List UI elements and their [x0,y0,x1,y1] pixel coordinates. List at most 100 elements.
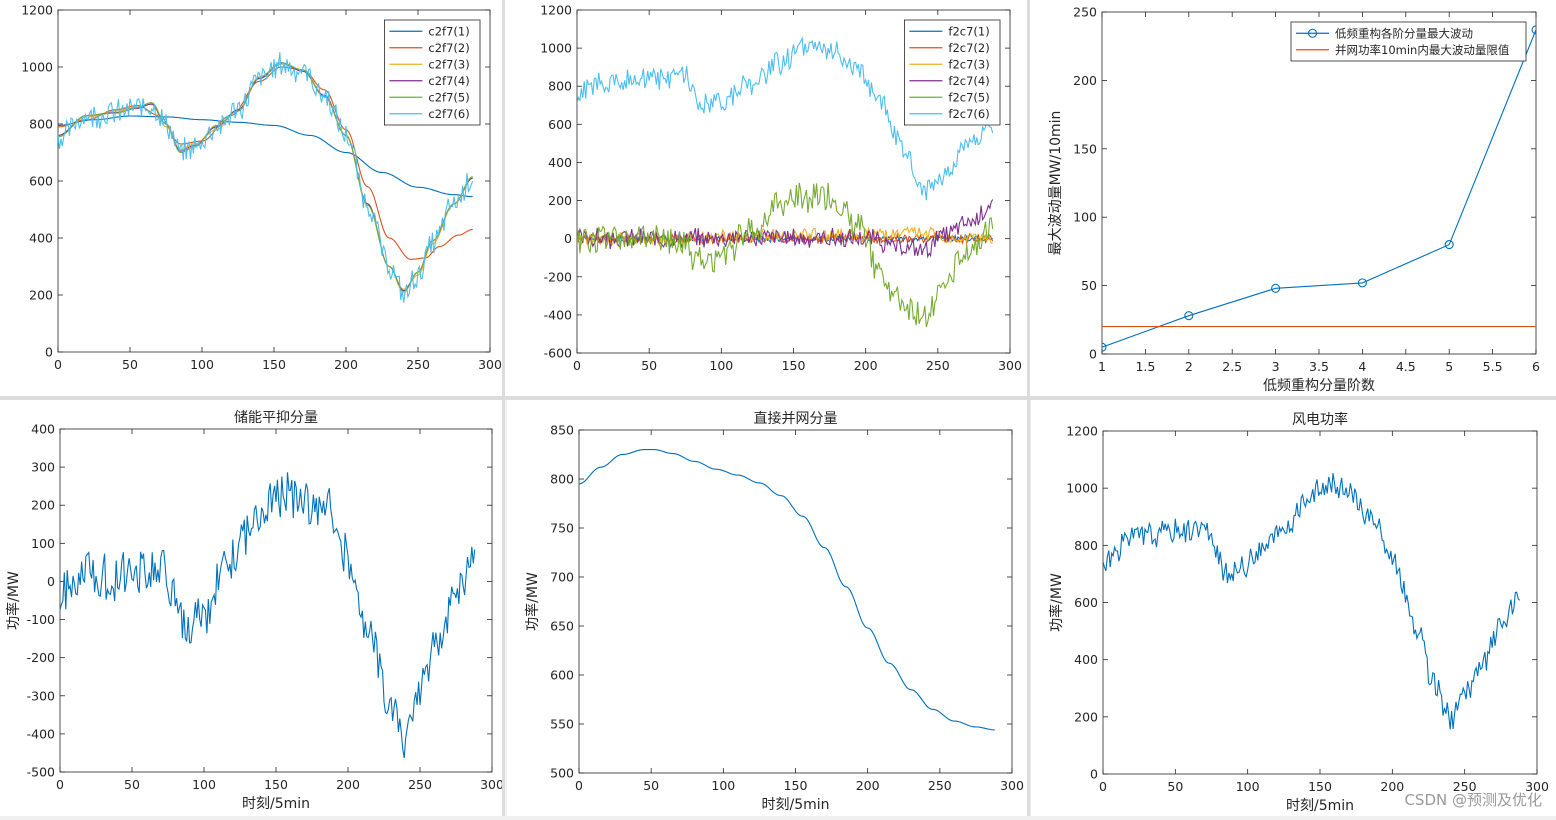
x-tick-label: 2.5 [1222,359,1242,374]
x-tick-label: 200 [856,778,880,793]
x-tick-label: 3.5 [1309,359,1329,374]
y-tick-label: 750 [550,521,574,536]
y-tick-label: 1000 [1066,481,1098,496]
series-group [577,36,994,328]
x-tick-label: 300 [1000,778,1024,793]
y-tick-label: 550 [550,717,574,732]
series-group [579,449,995,731]
x-axis-label: 时刻/5min [242,796,310,812]
legend-marker [1307,28,1318,38]
x-tick-label: 50 [641,358,657,373]
legend-entry: f2c7(2) [948,41,989,55]
chart-title: 风电功率 [1292,411,1348,428]
y-tick-label: 50 [1081,278,1097,293]
x-tick-label: 100 [190,357,214,372]
series-group [1102,25,1536,352]
y-axis-label: 功率/MW [524,572,541,631]
y-tick-label: -600 [544,346,572,361]
y-axis-label: 功率/MW [1048,573,1065,632]
x-tick-label: 300 [480,777,504,792]
y-tick-label: 800 [1074,538,1098,553]
x-tick-label: 100 [711,778,735,793]
y-tick-label: 800 [548,79,572,94]
plot-area [1102,430,1538,775]
legend-entry: c2f7(2) [428,41,469,55]
series-line [577,199,994,259]
x-tick-label: 50 [1167,779,1183,794]
x-tick-label: 3 [1272,359,1280,374]
legend-entry: f2c7(5) [948,90,989,104]
y-tick-label: 600 [548,117,572,132]
data-point [1357,278,1367,288]
chart-6: 0 50 100 150 200 250 300 0 200 400 600 800 1000 1200 风… [1048,411,1549,814]
y-tick-label: 1200 [21,3,53,18]
x-tick-label: 250 [1453,779,1477,794]
y-axis-label: 最大波动量MW/10min [1048,111,1064,256]
y-tick-label: 1200 [1066,424,1098,439]
chart-panel-1: 0 50 100 150 200 250 300 0 200 400 600 800 1000 1200 c… [0,0,502,396]
series-group [1103,473,1520,730]
x-tick-label: 5 [1445,359,1453,374]
legend-entry: f2c7(3) [948,57,989,71]
legend-entry: c2f7(1) [428,24,469,38]
x-tick-label: 150 [264,777,288,792]
separator-horizontal [0,396,1556,400]
y-tick-label: -200 [544,269,572,284]
x-axis-label: 低频重构分量阶数 [1263,378,1375,394]
legend-entry: 并网功率10min内最大波动量限值 [1335,43,1510,57]
x-tick-label: 100 [709,358,733,373]
x-tick-label: 200 [1380,779,1404,794]
series-line [577,182,994,328]
y-tick-label: 400 [31,422,55,437]
x-axis-label: 时刻/5min [761,797,829,813]
x-tick-label: 50 [124,777,140,792]
chart-1: 0 50 100 150 200 250 300 0 200 400 600 800 1000 1200 c… [21,3,502,373]
y-tick-label: 650 [550,619,574,634]
y-tick-label: -100 [27,612,55,627]
y-tick-label: 800 [550,472,574,487]
chart-4: 0 50 100 150 200 250 300 -500 -400 -300 -200 -100 0 1… [5,410,504,812]
series-line [58,52,474,303]
chart-panel-2: 0 50 100 150 200 250 300 -600 -400 -200 0 200 400 600… [505,0,1027,396]
y-tick-label: 600 [550,668,574,683]
x-tick-label: 50 [643,778,659,793]
x-tick-label: 200 [336,777,360,792]
watermark-text: CSDN @预测及优化 [1404,791,1542,809]
x-tick-label: 1.5 [1135,359,1155,374]
y-tick-label: 100 [1073,210,1097,225]
y-tick-label: 0 [564,231,572,246]
x-tick-label: 0 [573,358,581,373]
x-tick-label: 1 [1098,359,1106,374]
y-tick-label: 400 [29,231,53,246]
y-tick-label: 250 [1073,5,1097,20]
data-point [1271,283,1281,293]
y-tick-label: 600 [29,174,53,189]
x-tick-label: 150 [262,357,286,372]
x-tick-label: 150 [784,778,808,793]
plot-area [578,429,1013,774]
y-tick-label: 0 [47,574,55,589]
y-tick-label: 600 [1074,595,1098,610]
series-line [577,231,994,246]
x-tick-label: 4 [1358,359,1366,374]
x-tick-label: 4.5 [1396,359,1416,374]
y-tick-label: 850 [550,423,574,438]
separator-vertical-2 [1027,0,1030,816]
y-tick-label: 1200 [540,3,572,18]
legend-entry: c2f7(6) [428,107,469,121]
x-tick-label: 6 [1532,359,1540,374]
x-tick-label: 0 [575,778,583,793]
chart-3: 1 1.5 2 2.5 3 3.5 4 4.5 5 5.5 6 0 50 100 150 200 250 低频重构… [1048,5,1540,395]
x-tick-label: 250 [408,777,432,792]
y-tick-label: 200 [1073,73,1097,88]
series-line [58,115,473,198]
x-tick-label: 5.5 [1483,359,1503,374]
separator-vertical-1 [502,0,505,816]
y-tick-label: -500 [27,765,55,780]
y-tick-label: 0 [1089,347,1097,362]
y-tick-label: -400 [27,726,55,741]
series-line [1102,29,1536,348]
legend-entry: c2f7(5) [428,90,469,104]
x-tick-label: 250 [928,778,952,793]
series-group [60,472,476,759]
